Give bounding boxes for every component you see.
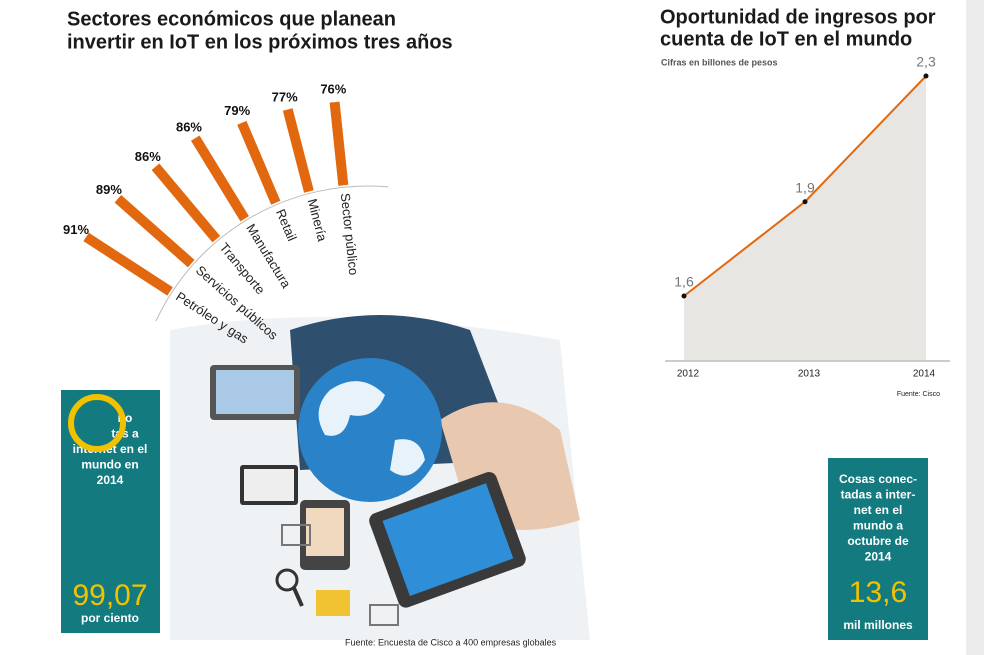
bar	[114, 195, 195, 268]
box-text: Cosas conec-	[839, 472, 917, 486]
x-tick-label: 2012	[677, 369, 700, 380]
margin	[966, 0, 984, 655]
point	[923, 73, 929, 79]
point	[802, 199, 808, 205]
value-label: 76%	[320, 82, 346, 97]
illustration	[170, 315, 590, 640]
subtitle: Cifras en billones de pesos	[661, 57, 778, 67]
stat-box	[828, 458, 928, 640]
value-label: 86%	[176, 119, 202, 134]
box-unit: por ciento	[81, 611, 139, 625]
category-label: Sector público	[338, 192, 362, 276]
bar	[329, 101, 349, 186]
box-text: octubre de	[847, 534, 909, 548]
value-label: 79%	[224, 103, 250, 118]
point	[681, 293, 687, 299]
box-number: 13,6	[849, 576, 907, 609]
chart-title: Sectores económicos que planean	[67, 8, 396, 30]
chart-title: invertir en IoT en los próximos tres año…	[67, 31, 453, 53]
chart-title: cuenta de IoT en el mundo	[660, 28, 912, 50]
bar	[83, 232, 173, 296]
category-label: Minería	[305, 197, 331, 243]
x-tick-label: 2013	[798, 369, 821, 380]
x-tick-label: 2014	[913, 369, 936, 380]
box-unit: mil millones	[843, 618, 913, 632]
bar	[237, 120, 281, 205]
value-label: 77%	[272, 89, 298, 104]
chart-title: Oportunidad de ingresos por	[660, 6, 936, 28]
ring	[68, 394, 126, 452]
bar	[190, 135, 249, 222]
box-text: mundo en	[81, 458, 138, 472]
box-text: 2014	[97, 473, 124, 487]
box-text: tadas a inter-	[841, 488, 916, 502]
box-text: mundo a	[853, 519, 903, 533]
arc	[155, 185, 389, 322]
box-text: net en el	[854, 503, 903, 517]
bar	[151, 163, 221, 243]
value-label: 2,3	[916, 54, 936, 70]
bar	[282, 108, 314, 193]
box-text: 2014	[865, 550, 892, 564]
value-label: 89%	[96, 182, 122, 197]
source: Fuente: Encuesta de Cisco a 400 empresas…	[345, 637, 557, 647]
value-label: 86%	[135, 149, 161, 164]
area	[684, 76, 926, 360]
stat-box	[61, 390, 160, 633]
category-label: Retail	[273, 207, 300, 244]
value-label: 1,6	[674, 274, 694, 290]
value-label: 1,9	[795, 179, 815, 195]
value-label: 91%	[63, 222, 89, 237]
source: Fuente: Cisco	[897, 391, 940, 398]
box-number: 99,07	[72, 579, 147, 612]
